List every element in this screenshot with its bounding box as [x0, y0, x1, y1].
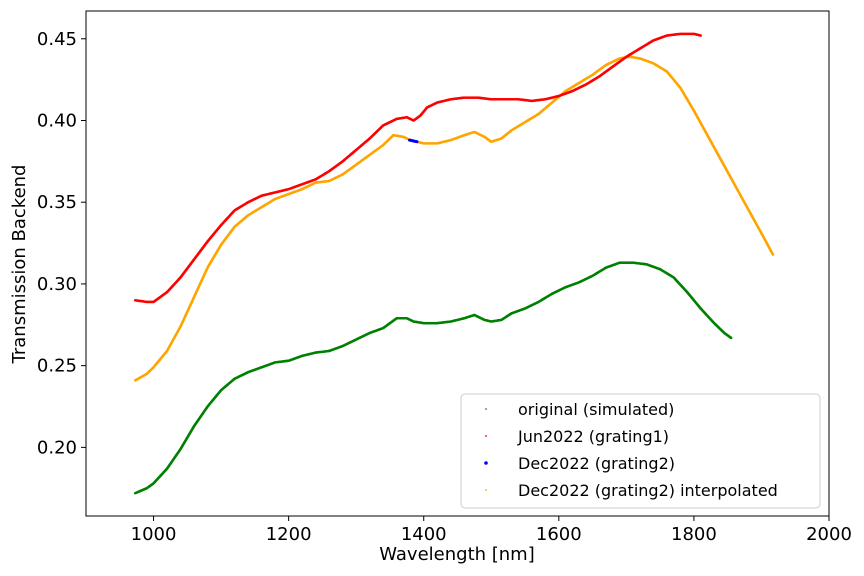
legend-label: Jun2022 (grating1): [517, 427, 669, 446]
series-2: [408, 138, 419, 144]
y-tick-label: 0.25: [37, 356, 77, 377]
legend: original (simulated) Jun2022 (grating1) De…: [460, 393, 821, 509]
data-point: [699, 34, 702, 37]
legend-frame: [460, 393, 821, 509]
series-1: [134, 32, 702, 304]
y-tick-label: 0.40: [37, 110, 77, 131]
x-tick-label: 1400: [401, 524, 447, 545]
x-tick-label: 1000: [131, 524, 177, 545]
legend-items: original (simulated) Jun2022 (grating1) De…: [484, 400, 778, 500]
legend-label: Dec2022 (grating2) interpolated: [518, 481, 778, 500]
legend-marker: [485, 408, 487, 410]
x-tick-label: 2000: [806, 524, 852, 545]
y-tick-label: 0.35: [37, 192, 77, 213]
data-point: [729, 336, 733, 340]
y-tick-label: 0.20: [37, 437, 77, 458]
legend-marker: [485, 489, 487, 491]
legend-label: original (simulated): [518, 400, 674, 419]
x-axis-title: Wavelength [nm]: [379, 544, 535, 565]
series-3: [134, 55, 775, 382]
x-tick-label: 1800: [671, 524, 717, 545]
y-axis-title: Transmission Backend: [9, 165, 30, 365]
legend-label: Dec2022 (grating2): [518, 454, 675, 473]
series-layer: [134, 32, 775, 495]
x-tick-label: 1200: [266, 524, 312, 545]
data-point: [771, 253, 775, 256]
series-4: [134, 261, 733, 495]
legend-marker: [484, 461, 488, 465]
data-point: [415, 140, 419, 144]
y-tick-label: 0.30: [37, 274, 77, 295]
plot-area: [85, 10, 830, 517]
legend-marker: [485, 435, 487, 437]
x-axis: 1000 1200 1400 1600 1800 2000: [131, 516, 852, 545]
y-axis: 0.20 0.25 0.30 0.35 0.40 0.45: [37, 29, 86, 458]
x-tick-label: 1600: [536, 524, 582, 545]
y-tick-label: 0.45: [37, 29, 77, 50]
